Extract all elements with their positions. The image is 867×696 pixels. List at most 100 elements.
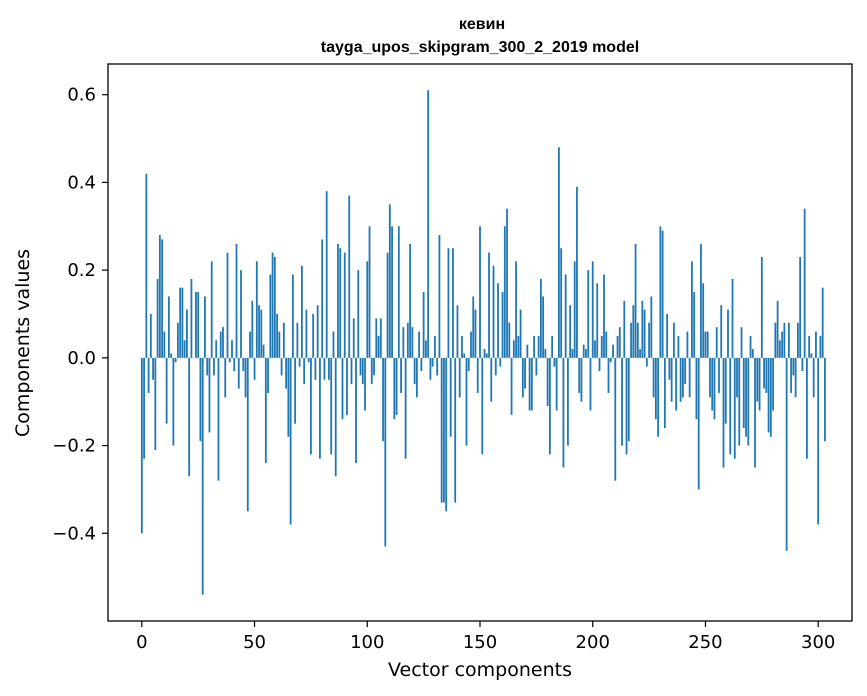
bar <box>517 335 520 358</box>
bar <box>645 357 648 367</box>
bar <box>591 261 594 358</box>
bar <box>400 357 402 393</box>
bar <box>260 309 263 358</box>
bar <box>760 256 763 358</box>
bar <box>594 340 596 358</box>
bar <box>251 300 254 358</box>
bar <box>319 357 321 459</box>
bar <box>163 331 166 358</box>
bar <box>373 357 375 376</box>
bar <box>456 305 459 358</box>
x-tick-label: 200 <box>576 632 610 653</box>
bar <box>657 357 660 437</box>
bar <box>276 313 278 358</box>
bar <box>621 357 623 446</box>
bar <box>172 357 175 446</box>
bar <box>576 186 578 358</box>
bar <box>206 357 209 376</box>
bar <box>321 239 324 358</box>
bar <box>501 292 504 358</box>
bar-series <box>140 90 826 595</box>
bar <box>524 357 526 389</box>
bar <box>731 278 734 358</box>
bar <box>357 270 360 358</box>
bar <box>145 173 148 358</box>
bar <box>280 357 283 376</box>
bar <box>519 309 522 358</box>
bar <box>222 327 224 358</box>
bar <box>695 357 698 420</box>
bar <box>573 261 576 358</box>
bar <box>589 357 592 411</box>
bar <box>709 357 711 398</box>
bar <box>208 357 211 433</box>
bar <box>555 357 558 411</box>
bar <box>530 357 533 411</box>
y-tick-label: 0.4 <box>67 172 96 193</box>
bar <box>470 331 472 358</box>
bar <box>366 261 369 358</box>
bar <box>359 357 362 376</box>
bar <box>693 292 696 358</box>
bar <box>546 357 549 407</box>
bar <box>443 357 445 503</box>
bar <box>332 331 335 358</box>
bar <box>285 357 288 389</box>
bar <box>461 335 463 358</box>
bar <box>158 235 161 358</box>
bar <box>375 318 378 358</box>
bar <box>776 300 779 358</box>
bar <box>165 357 168 424</box>
bar <box>569 305 572 358</box>
bar <box>452 248 454 358</box>
bar <box>379 318 382 358</box>
bar <box>337 243 339 358</box>
bar <box>488 252 490 358</box>
bar <box>634 243 637 358</box>
bar <box>738 357 741 446</box>
bar <box>255 261 258 358</box>
bar <box>494 357 497 376</box>
bar <box>397 226 400 358</box>
bar <box>654 357 657 420</box>
bar <box>418 331 421 358</box>
bar <box>618 327 621 358</box>
bar <box>294 357 297 424</box>
bar <box>697 357 700 490</box>
bar <box>152 357 154 380</box>
bar <box>787 322 790 358</box>
bar <box>564 274 567 358</box>
bar <box>445 357 448 512</box>
bar <box>303 357 306 385</box>
bar <box>772 357 774 411</box>
bar <box>154 357 157 450</box>
bar <box>632 305 635 358</box>
bar <box>682 357 684 398</box>
bar <box>305 309 308 358</box>
bar <box>197 292 200 358</box>
bar <box>253 357 256 380</box>
bar <box>269 274 272 358</box>
bar <box>377 335 380 358</box>
bar <box>503 226 506 358</box>
bar <box>627 357 630 442</box>
bar <box>289 357 292 525</box>
bar <box>727 309 729 358</box>
bar <box>526 344 529 358</box>
bar <box>724 357 727 424</box>
bar <box>447 248 450 358</box>
bar <box>201 357 204 595</box>
bar <box>558 147 560 358</box>
bar <box>603 274 605 358</box>
bar <box>533 335 536 358</box>
bar <box>668 357 671 380</box>
bar <box>508 322 511 358</box>
bar <box>481 357 484 455</box>
bar <box>296 322 299 358</box>
y-tick-label: −0.4 <box>52 523 96 544</box>
bar <box>783 322 786 358</box>
bar <box>691 261 693 358</box>
bar <box>217 357 220 481</box>
bar <box>312 313 315 358</box>
